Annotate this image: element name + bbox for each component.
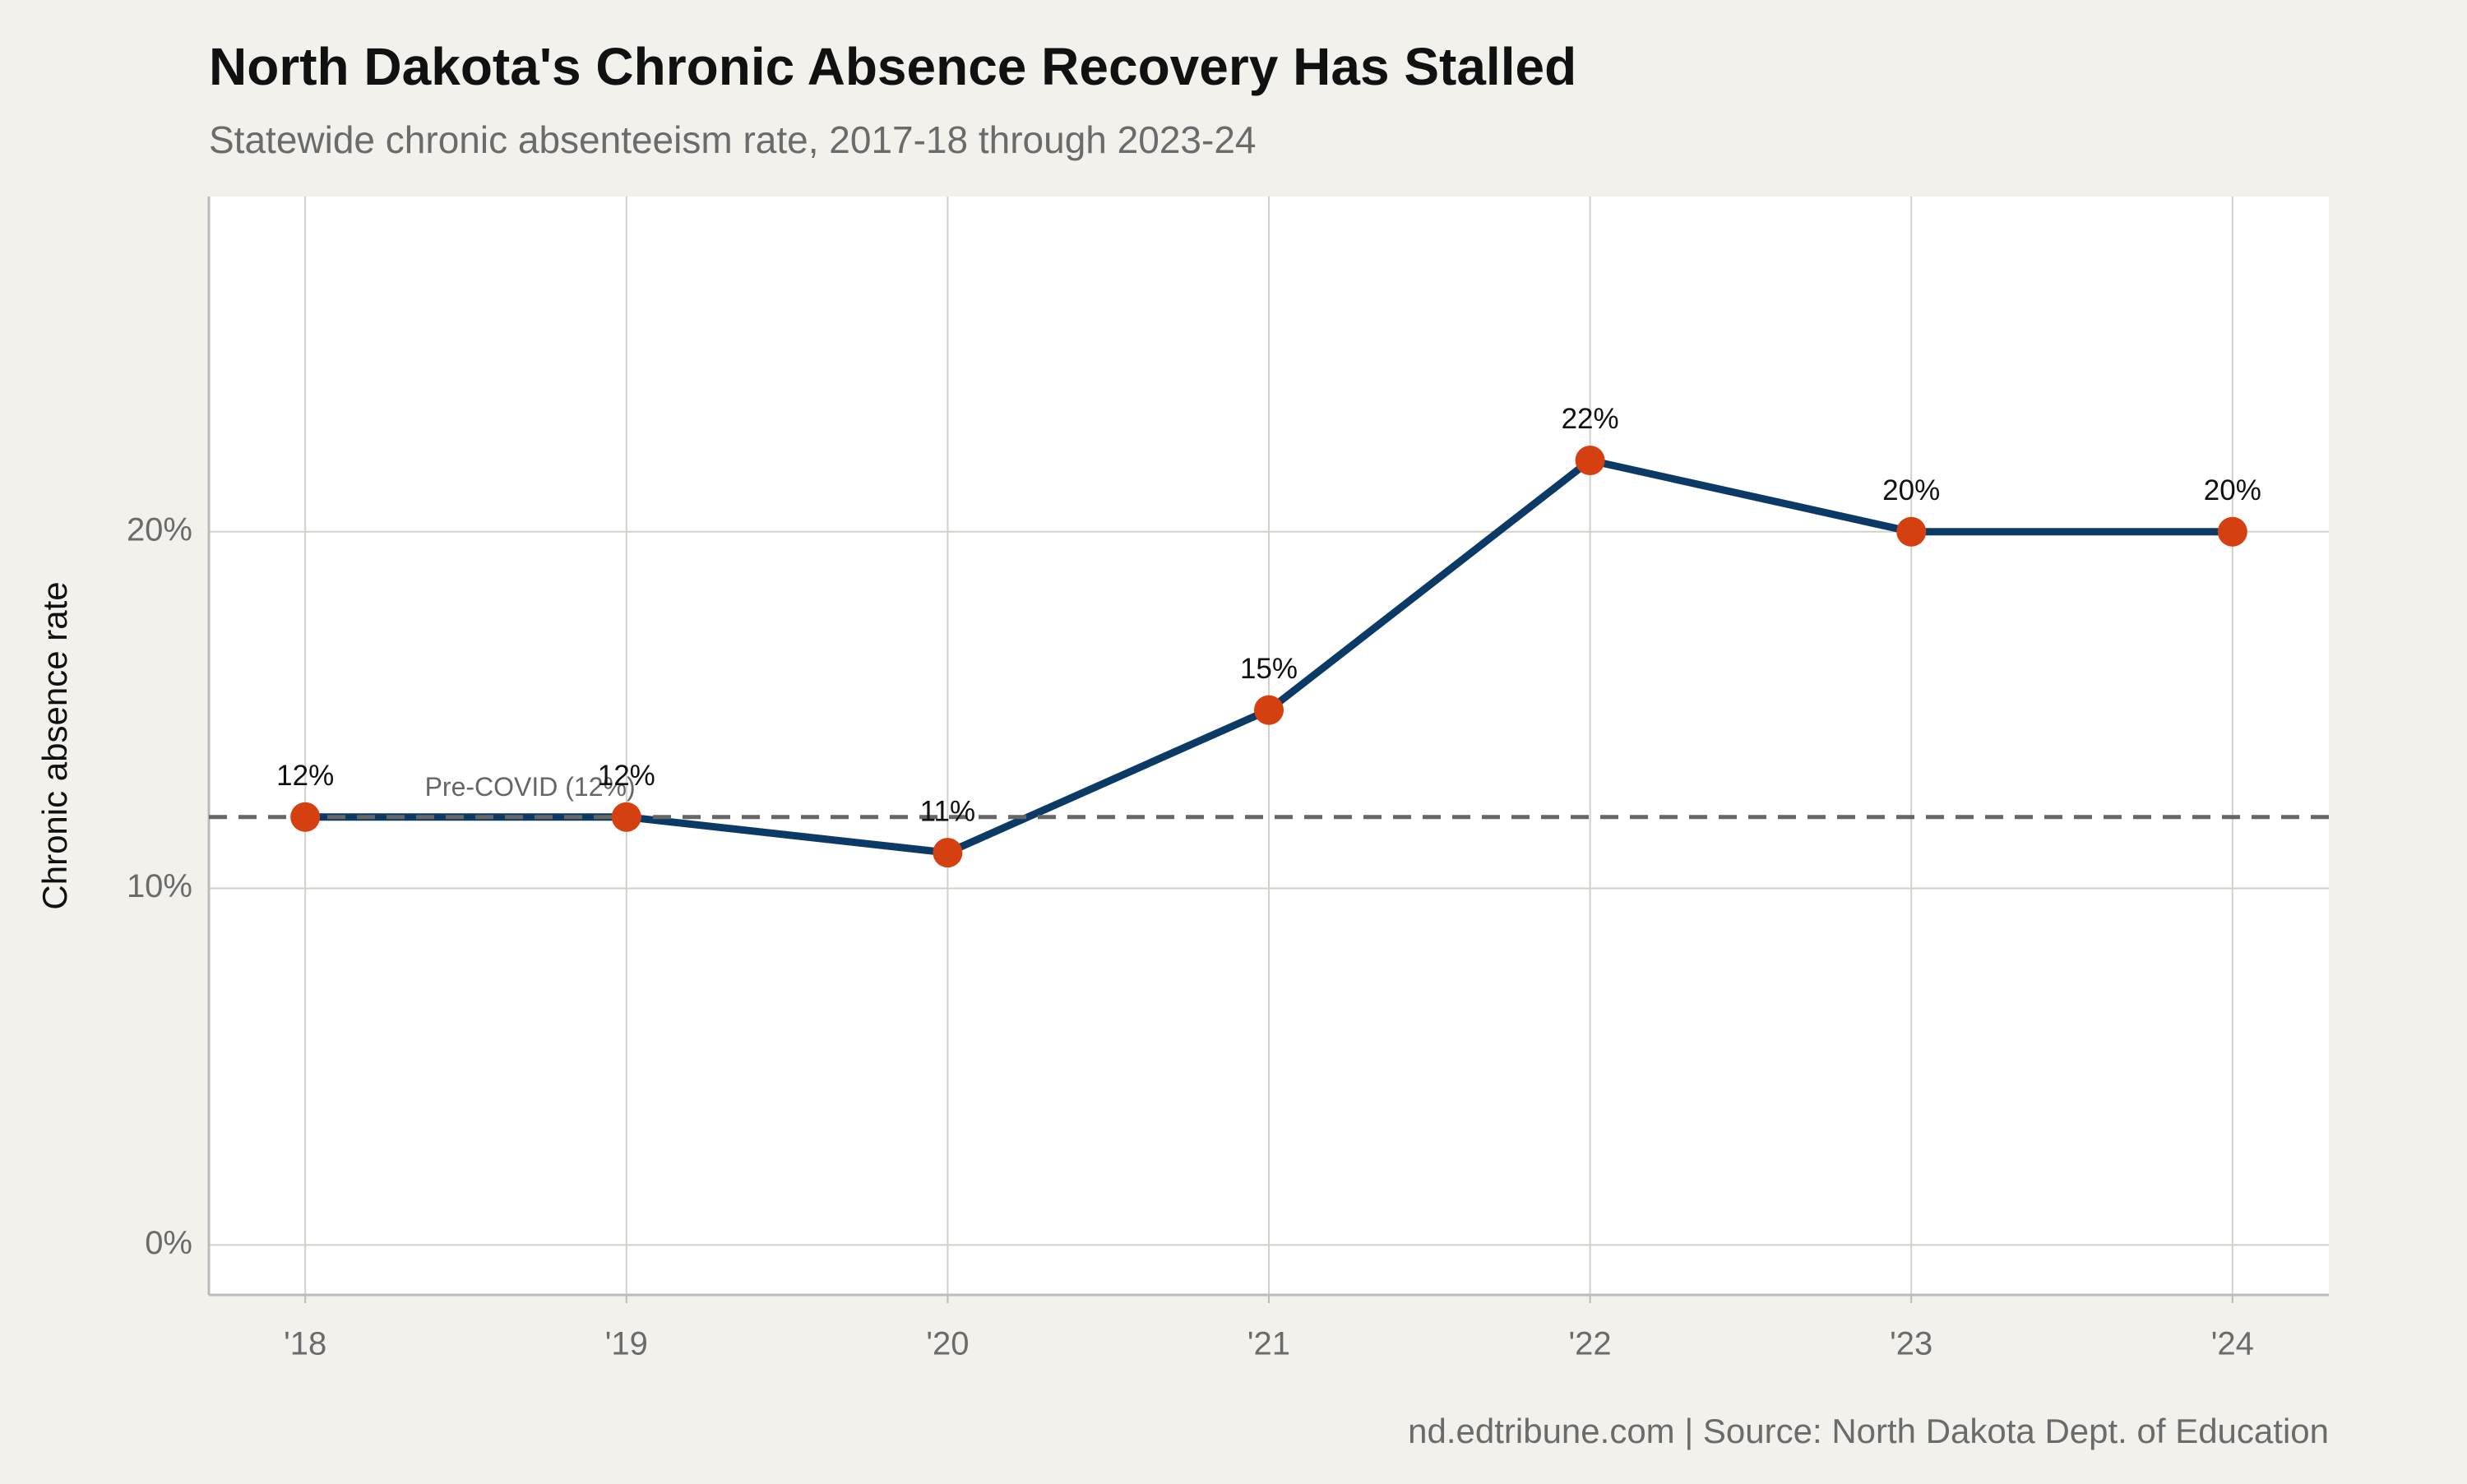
grid	[207, 196, 2329, 1303]
caption: nd.edtribune.com | Source: North Dakota …	[1408, 1412, 2329, 1450]
chart-title: North Dakota's Chronic Absence Recovery …	[209, 37, 1576, 96]
data-label: 12%	[276, 760, 334, 792]
chart-subtitle: Statewide chronic absenteeism rate, 2017…	[209, 118, 1257, 161]
data-label: 20%	[1882, 474, 1940, 506]
data-point	[2217, 516, 2247, 547]
data-label: 15%	[1240, 653, 1298, 685]
data-label: 11%	[920, 795, 975, 827]
data-label: 12%	[598, 760, 655, 792]
x-tick-label: '18	[284, 1326, 326, 1362]
x-tick-label: '19	[605, 1326, 648, 1362]
y-tick-label: 10%	[127, 868, 192, 904]
data-label: 20%	[2204, 474, 2261, 506]
y-tick-label: 20%	[127, 511, 192, 548]
data-point	[611, 802, 641, 832]
plot: 0% 10% 20% '18 '19 '20 '21 '22 '23 '24 Pre-COVID (…	[127, 403, 2329, 1362]
x-tick-label: '20	[926, 1326, 969, 1362]
data-point	[1896, 516, 1927, 547]
x-tick-label: '24	[2211, 1326, 2254, 1362]
reference-label: Pre-COVID (12%)	[425, 772, 636, 802]
data-label: 22%	[1562, 403, 1619, 435]
x-tick-label: '23	[1890, 1326, 1932, 1362]
data-point	[1254, 695, 1284, 725]
data-point	[1575, 445, 1605, 475]
x-tick-label: '22	[1569, 1326, 1612, 1362]
data-point	[290, 802, 321, 832]
y-axis-label: Chronic absence rate	[35, 581, 74, 909]
data-point	[933, 838, 963, 868]
y-tick-label: 0%	[145, 1225, 192, 1261]
x-tick-label: '21	[1247, 1326, 1290, 1362]
